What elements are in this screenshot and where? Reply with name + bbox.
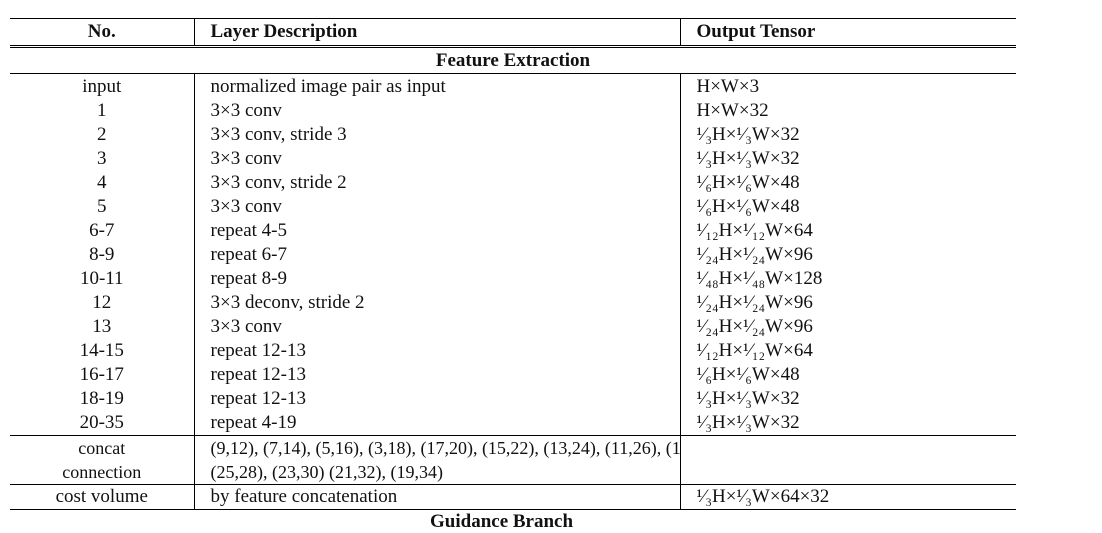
row-layer-description: 3×3 conv <box>194 147 681 171</box>
row-output-tensor: ¹⁄₁₂H×¹⁄₁₂W×64 <box>696 340 813 361</box>
table-row: 1 3×3 conv H×W×32 <box>10 99 1016 123</box>
concat-no-line1: concat <box>10 435 195 460</box>
row-layer-description: repeat 8-9 <box>194 267 681 291</box>
row-output-tensor: ¹⁄₃H×¹⁄₃W×32 <box>696 124 800 145</box>
row-no: 12 <box>10 291 195 315</box>
row-no: 5 <box>10 195 195 219</box>
row-layer-description: repeat 4-19 <box>194 411 681 436</box>
section-row-feature-extraction: Feature Extraction <box>10 46 1016 74</box>
table-row: 8-9 repeat 6-7 ¹⁄₂₄H×¹⁄₂₄W×96 <box>10 243 1016 267</box>
row-no: 6-7 <box>10 219 195 243</box>
row-no: 3 <box>10 147 195 171</box>
concat-desc-line1: (9,12), (7,14), (5,16), (3,18), (17,20),… <box>194 435 681 460</box>
row-layer-description: repeat 12-13 <box>194 339 681 363</box>
concat-desc-line2: (25,28), (23,30) (21,32), (19,34) <box>194 460 681 485</box>
table-header-row: No. Layer Description Output Tensor <box>10 18 1016 48</box>
row-no: 1 <box>10 99 195 123</box>
row-output-tensor: ¹⁄₃H×¹⁄₃W×32 <box>696 148 800 169</box>
table-row: 12 3×3 deconv, stride 2 ¹⁄₂₄H×¹⁄₂₄W×96 <box>10 291 1016 315</box>
row-output-tensor: ¹⁄₂₄H×¹⁄₂₄W×96 <box>696 292 813 313</box>
cost-volume-no: cost volume <box>10 484 195 510</box>
row-layer-description: 3×3 conv <box>194 315 681 339</box>
row-layer-description: 3×3 conv <box>194 195 681 219</box>
table-row: 20-35 repeat 4-19 ¹⁄₃H×¹⁄₃W×32 <box>10 411 1016 436</box>
table-row: 16-17 repeat 12-13 ¹⁄₆H×¹⁄₆W×48 <box>10 363 1016 387</box>
header-layer-description: Layer Description <box>194 18 681 48</box>
row-layer-description: repeat 12-13 <box>194 363 681 387</box>
row-layer-description: 3×3 conv, stride 3 <box>194 123 681 147</box>
row-output-tensor: ¹⁄₃H×¹⁄₃W×32 <box>696 388 800 409</box>
row-no: 4 <box>10 171 195 195</box>
row-output-tensor: ¹⁄₄₈H×¹⁄₄₈W×128 <box>696 268 823 289</box>
row-no: 18-19 <box>10 387 195 411</box>
row-output-tensor: ¹⁄₂₄H×¹⁄₂₄W×96 <box>696 244 813 265</box>
row-output-tensor: ¹⁄₃H×¹⁄₃W×32 <box>696 412 800 433</box>
cost-volume-out: ¹⁄₃H×¹⁄₃W×64×32 <box>680 484 1016 510</box>
table-row: 3 3×3 conv ¹⁄₃H×¹⁄₃W×32 <box>10 147 1016 171</box>
layer-table: No. Layer Description Output Tensor Feat… <box>10 18 1016 510</box>
concat-out <box>680 435 1016 460</box>
table-row: 18-19 repeat 12-13 ¹⁄₃H×¹⁄₃W×32 <box>10 387 1016 411</box>
concat-row-1: concat (9,12), (7,14), (5,16), (3,18), (… <box>10 435 1016 460</box>
row-output-tensor: ¹⁄₂₄H×¹⁄₂₄W×96 <box>696 316 813 337</box>
concat-out-empty <box>680 460 1016 485</box>
row-no: 16-17 <box>10 363 195 387</box>
row-output-tensor: H×W×32 <box>696 100 769 121</box>
row-no: input <box>10 73 195 99</box>
row-layer-description: 3×3 conv, stride 2 <box>194 171 681 195</box>
section-title: Feature Extraction <box>10 46 1016 74</box>
next-section-title-partial: Guidance Branch <box>430 511 574 532</box>
table-row: 4 3×3 conv, stride 2 ¹⁄₆H×¹⁄₆W×48 <box>10 171 1016 195</box>
row-layer-description: 3×3 deconv, stride 2 <box>194 291 681 315</box>
row-layer-description: normalized image pair as input <box>194 73 681 99</box>
table-row: 6-7 repeat 4-5 ¹⁄₁₂H×¹⁄₁₂W×64 <box>10 219 1016 243</box>
table-row: 5 3×3 conv ¹⁄₆H×¹⁄₆W×48 <box>10 195 1016 219</box>
concat-row-2: connection (25,28), (23,30) (21,32), (19… <box>10 460 1016 485</box>
row-output-tensor: H×W×3 <box>696 76 760 97</box>
header-no: No. <box>10 18 195 48</box>
cost-volume-row: cost volume by feature concatenation ¹⁄₃… <box>10 484 1016 510</box>
table-row: 14-15 repeat 12-13 ¹⁄₁₂H×¹⁄₁₂W×64 <box>10 339 1016 363</box>
row-no: 13 <box>10 315 195 339</box>
table-row: input normalized image pair as input H×W×3 <box>10 73 1016 99</box>
row-layer-description: 3×3 conv <box>194 99 681 123</box>
header-output-tensor: Output Tensor <box>680 18 1016 48</box>
row-no: 8-9 <box>10 243 195 267</box>
row-layer-description: repeat 12-13 <box>194 387 681 411</box>
table-row: 10-11 repeat 8-9 ¹⁄₄₈H×¹⁄₄₈W×128 <box>10 267 1016 291</box>
row-no: 10-11 <box>10 267 195 291</box>
row-output-tensor: ¹⁄₆H×¹⁄₆W×48 <box>696 172 800 193</box>
row-no: 2 <box>10 123 195 147</box>
row-output-tensor: ¹⁄₁₂H×¹⁄₁₂W×64 <box>696 220 813 241</box>
row-no: 20-35 <box>10 411 195 436</box>
layer-table-container: No. Layer Description Output Tensor Feat… <box>10 18 1016 510</box>
row-output-tensor: ¹⁄₆H×¹⁄₆W×48 <box>696 364 800 385</box>
row-layer-description: repeat 4-5 <box>194 219 681 243</box>
table-row: 13 3×3 conv ¹⁄₂₄H×¹⁄₂₄W×96 <box>10 315 1016 339</box>
row-layer-description: repeat 6-7 <box>194 243 681 267</box>
row-output-tensor: ¹⁄₆H×¹⁄₆W×48 <box>696 196 800 217</box>
row-no: 14-15 <box>10 339 195 363</box>
cost-volume-desc: by feature concatenation <box>194 484 681 510</box>
concat-no-line2: connection <box>10 460 195 485</box>
table-row: 2 3×3 conv, stride 3 ¹⁄₃H×¹⁄₃W×32 <box>10 123 1016 147</box>
